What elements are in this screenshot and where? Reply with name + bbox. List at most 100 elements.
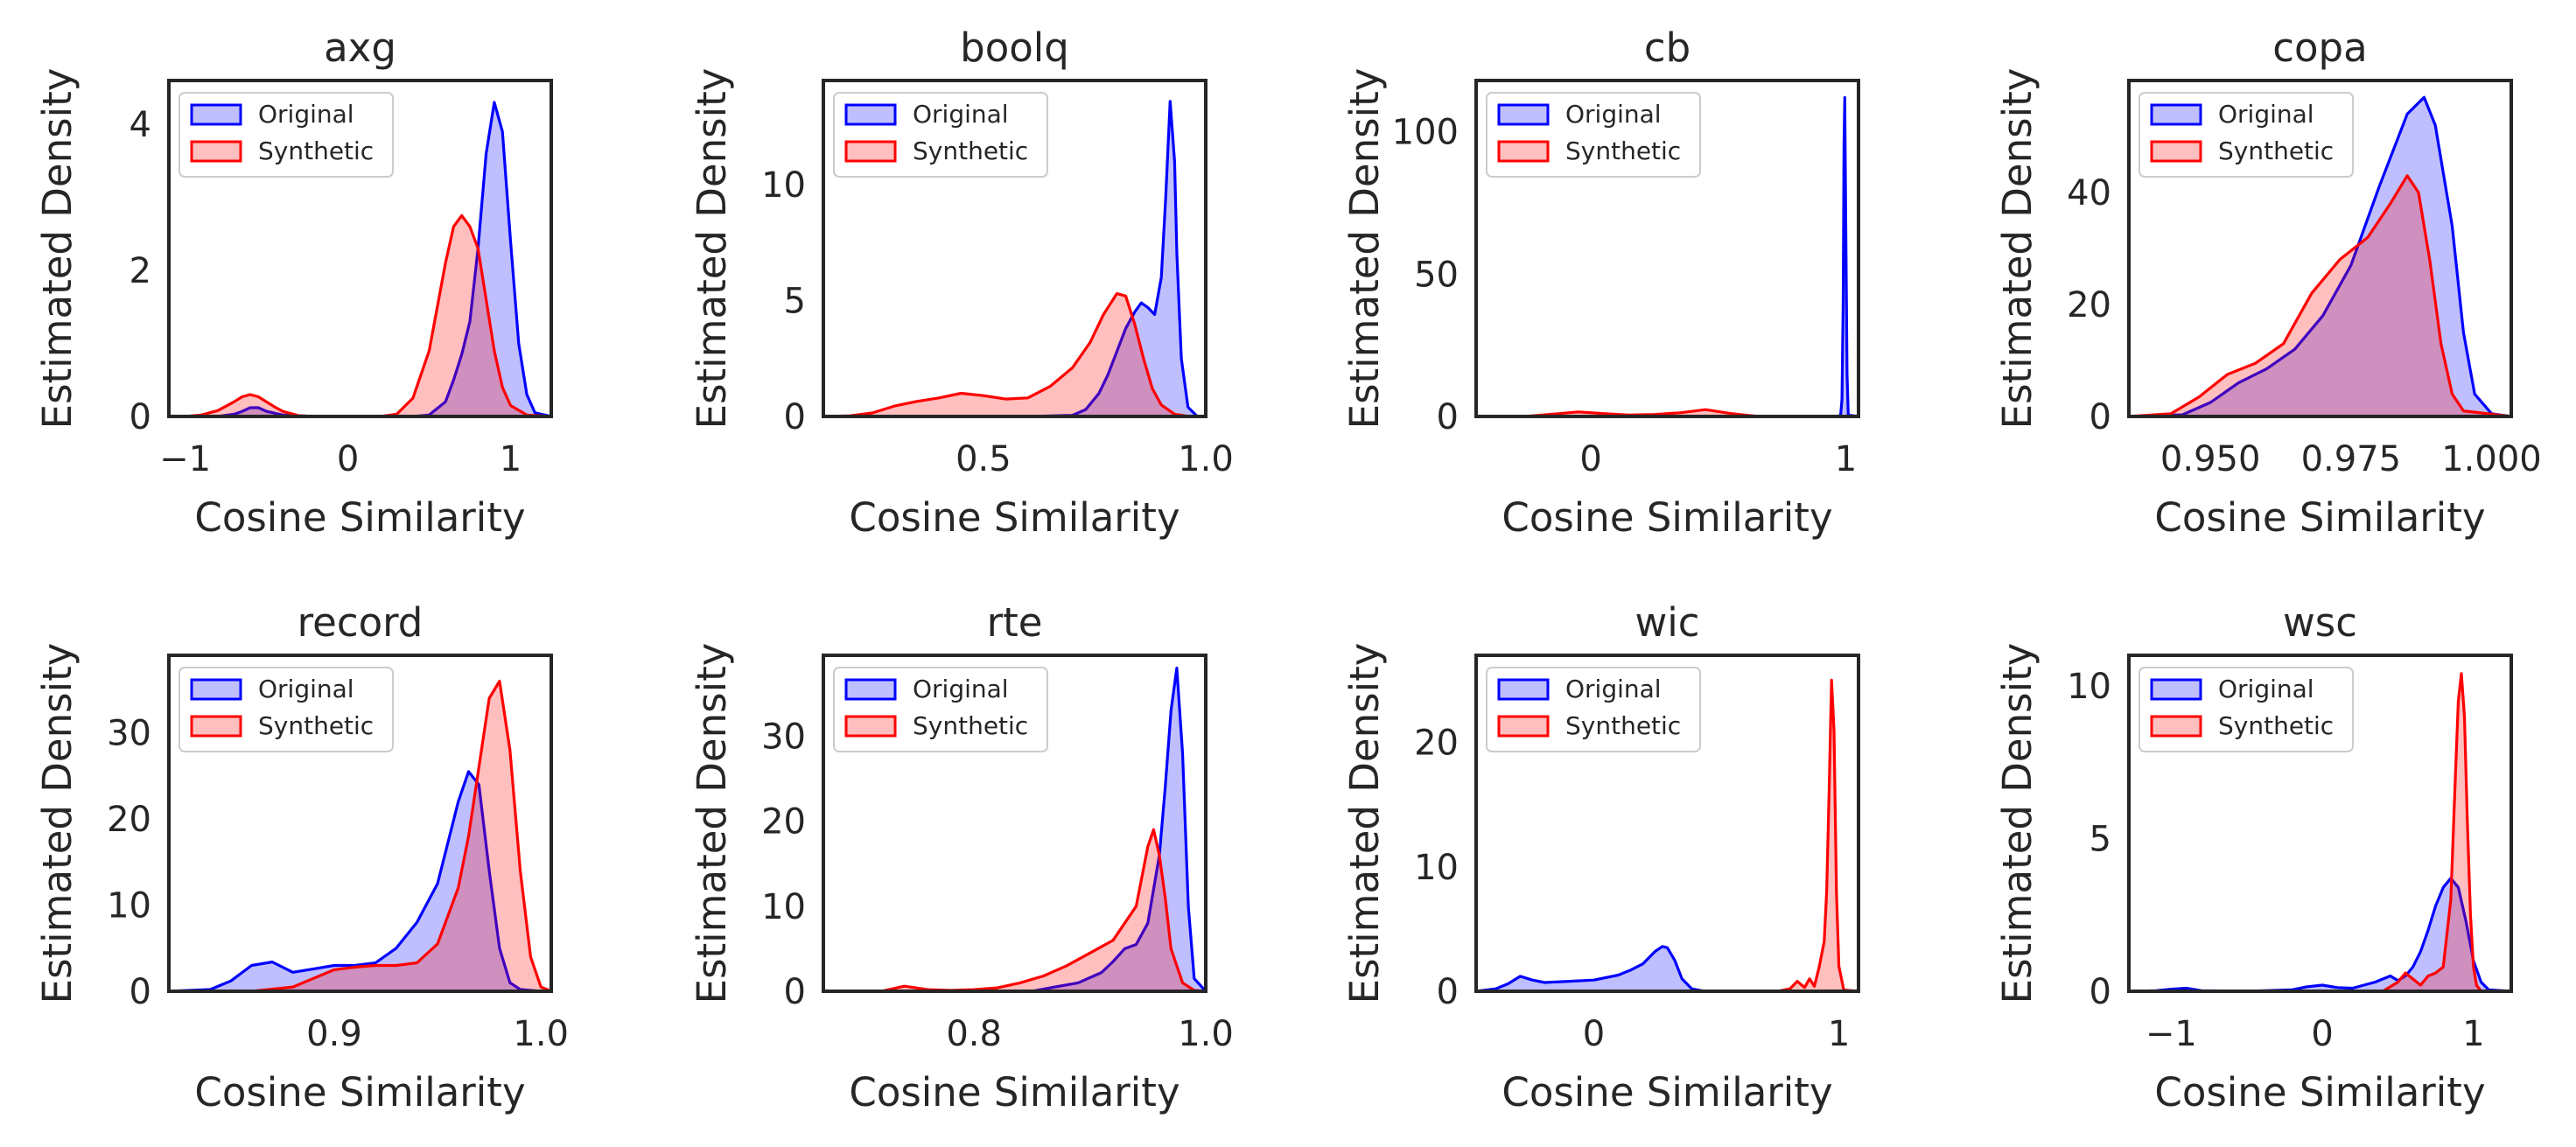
axes-frame (822, 79, 1208, 418)
x-tick-label: 1 (2462, 1014, 2484, 1054)
y-tick-label: 0 (1437, 972, 1459, 1012)
density-area-original (823, 101, 1206, 416)
y-axis-label: Estimated Density (689, 643, 735, 1004)
legend-swatch-synthetic (844, 715, 897, 738)
axes-frame (1474, 79, 1860, 418)
density-area-original (823, 668, 1206, 991)
density-area-synthetic (2129, 175, 2511, 416)
legend-swatch-original (2150, 103, 2202, 126)
density-line-synthetic (1476, 678, 1858, 991)
y-tick-label: 0 (1437, 397, 1459, 437)
legend-label-synthetic: Synthetic (913, 711, 1028, 740)
legend-swatch-original (844, 678, 897, 701)
subplot-title: copa (2272, 24, 2367, 71)
legend-swatch-synthetic (1497, 140, 1550, 163)
y-tick-label: 0 (784, 397, 806, 437)
density-area-original (2129, 97, 2511, 416)
y-tick-label: 20 (1414, 724, 1459, 764)
legend-label-synthetic: Synthetic (1565, 136, 1681, 165)
legend-box (2138, 92, 2354, 178)
legend: Original Synthetic (178, 667, 394, 752)
y-tick-label: 10 (107, 886, 151, 927)
x-tick-label: 0.8 (946, 1014, 1002, 1054)
axes-frame (167, 654, 553, 993)
legend-label-original: Original (258, 100, 354, 129)
legend-swatch-synthetic (2150, 140, 2202, 163)
x-tick-label: −1 (2146, 1014, 2197, 1054)
legend: Original Synthetic (833, 92, 1048, 178)
legend-box (178, 92, 394, 178)
y-tick-label: 10 (1414, 848, 1459, 888)
x-tick-label: 0 (1583, 1014, 1605, 1054)
y-tick-label: 10 (761, 887, 806, 927)
legend-swatch-synthetic (190, 715, 242, 738)
subplot-rte: rte 0.8 1.0 0 10 20 30 Cosine Similarity Estimat… (689, 599, 1234, 1116)
legend-label-synthetic: Synthetic (258, 711, 374, 740)
legend: Original Synthetic (2138, 667, 2354, 752)
legend-box (178, 667, 394, 752)
legend: Original Synthetic (833, 667, 1048, 752)
y-tick-label: 0 (130, 972, 151, 1012)
density-line-original (2129, 95, 2511, 416)
plot-area (169, 679, 551, 991)
legend-swatch-synthetic (190, 140, 242, 163)
density-line-original (169, 770, 551, 991)
density-area-original (1476, 946, 1858, 991)
y-tick-label: 10 (2067, 667, 2111, 707)
legend-label-synthetic: Synthetic (2218, 711, 2334, 740)
density-line-original (1476, 945, 1858, 991)
y-tick-label: 0 (784, 972, 806, 1012)
axes-frame (2127, 654, 2513, 993)
density-line-original (823, 100, 1206, 416)
y-tick-label: 4 (130, 105, 151, 145)
legend-label-original: Original (258, 675, 354, 703)
y-axis-label: Estimated Density (1994, 68, 2040, 430)
density-area-synthetic (823, 829, 1206, 991)
x-tick-label: −1 (159, 439, 211, 479)
y-axis-label: Estimated Density (34, 643, 80, 1004)
x-tick-label: 1.0 (1178, 1014, 1234, 1054)
y-tick-label: 5 (784, 282, 806, 322)
x-axis-label: Cosine Similarity (194, 494, 525, 541)
legend: Original Synthetic (1486, 667, 1701, 752)
y-axis-label: Estimated Density (689, 68, 735, 430)
x-tick-label: 1 (500, 439, 522, 479)
legend-label-synthetic: Synthetic (913, 136, 1028, 165)
density-line-synthetic (823, 292, 1206, 416)
y-axis-label: Estimated Density (1341, 68, 1388, 430)
density-line-original (185, 101, 551, 416)
subplot-title: boolq (960, 24, 1069, 71)
y-tick-label: 20 (107, 800, 151, 840)
x-axis-label: Cosine Similarity (2154, 494, 2485, 541)
density-line-original (823, 667, 1206, 991)
y-tick-label: 0 (2090, 972, 2111, 1012)
subplot-copa: copa 0.950 0.975 1.000 0 20 40 Cosine Similarit… (1994, 24, 2542, 541)
legend-swatch-synthetic (1497, 715, 1550, 738)
legend-label-original: Original (913, 675, 1009, 703)
x-tick-label: 0 (1579, 439, 1601, 479)
y-tick-label: 30 (107, 714, 151, 754)
subplot-title: wic (1634, 599, 1699, 646)
subplot-title: wsc (2283, 599, 2357, 646)
subplot-title: rte (987, 599, 1043, 646)
x-axis-label: Cosine Similarity (194, 1069, 525, 1116)
x-axis-label: Cosine Similarity (1502, 1069, 1832, 1116)
legend-box (1486, 92, 1701, 178)
subplot-record: record 0.9 1.0 0 10 20 30 Cosine Similarity Esti… (34, 599, 569, 1116)
legend-swatch-original (844, 103, 897, 126)
x-tick-label: 1.000 (2441, 439, 2542, 479)
density-line-synthetic (185, 213, 551, 416)
legend-label-original: Original (2218, 100, 2314, 129)
legend-swatch-original (1497, 103, 1550, 126)
y-tick-label: 10 (761, 165, 806, 206)
y-tick-label: 20 (2067, 285, 2111, 325)
legend: Original Synthetic (178, 92, 394, 178)
y-tick-label: 5 (2090, 819, 2111, 859)
density-area-synthetic (169, 681, 551, 991)
axes-frame (1474, 654, 1860, 993)
density-area-synthetic (823, 293, 1206, 416)
legend-box (833, 667, 1048, 752)
